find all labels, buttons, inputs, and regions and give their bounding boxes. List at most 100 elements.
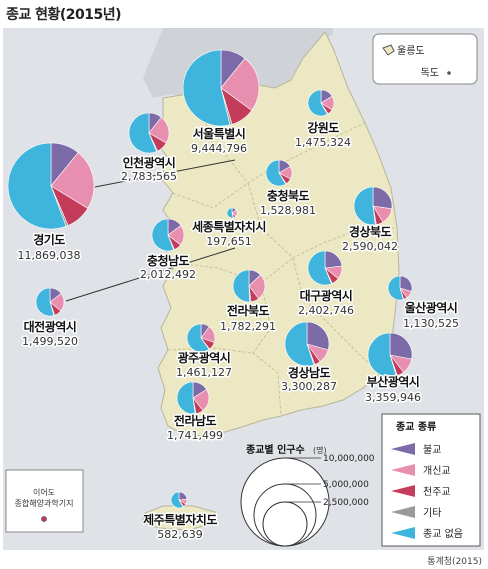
legend-label-buddhism: 불교 xyxy=(423,444,441,456)
chungnam-pie xyxy=(151,218,185,252)
daejeon-leader-line xyxy=(65,247,236,302)
incheon-slice-none xyxy=(128,112,157,154)
jeonnam-pie xyxy=(176,381,210,415)
size-label-10m: 10,000,000 xyxy=(323,454,375,464)
gyeongnam-name: 경상남도 xyxy=(288,365,331,380)
gyeonggi-leader-line xyxy=(94,159,236,188)
legend-swatch-buddhism xyxy=(391,443,415,455)
legend-swatch-catholic xyxy=(391,485,415,497)
korea-map: 울릉도 독도 이어도 종합해양과학기지 서울특별시 9,444,796 강원도 … xyxy=(5,28,481,547)
gangwon-slice-none xyxy=(307,89,328,117)
daegu-pie xyxy=(307,250,343,286)
size-legend-title: 종교별 인구수 xyxy=(246,443,305,456)
gyeongbuk-slice-buddhism xyxy=(372,186,393,210)
ieodo-label: 이어도 xyxy=(33,487,55,497)
legend-swatch-none xyxy=(391,527,415,539)
daejeon-name: 대전광역시 xyxy=(24,319,77,334)
daegu-name: 대구광역시 xyxy=(300,288,353,303)
leader-lines xyxy=(65,159,236,302)
jeju-value: 582,639 xyxy=(157,528,203,541)
jeonnam-value: 1,741,499 xyxy=(167,429,223,442)
seoul-slice-protestant xyxy=(220,57,260,111)
gyeongbuk-value: 2,590,042 xyxy=(342,240,398,253)
busan-slice-none xyxy=(367,332,397,378)
gyeonggi-slice-none xyxy=(7,142,67,230)
chungnam-value: 2,012,492 xyxy=(140,268,196,281)
jeonbuk-pie xyxy=(232,269,266,303)
jeonnam-name: 전라남도 xyxy=(174,413,217,428)
chungbuk-slice-none xyxy=(265,159,287,187)
ulleungdo-dokdo-inset: 울릉도 독도 xyxy=(372,33,478,85)
busan-name: 부산광역시 xyxy=(367,374,420,389)
seoul-name: 서울특별시 xyxy=(193,126,246,141)
sejong-value: 197,651 xyxy=(206,235,252,248)
gyeongbuk-name: 경상북도 xyxy=(349,224,392,239)
jeonnam-slice-none xyxy=(176,381,196,415)
seoul-pie xyxy=(182,49,260,127)
legend-swatch-other xyxy=(391,506,415,518)
busan-pie xyxy=(367,332,413,378)
size-circle-2500k xyxy=(262,501,308,547)
legend-swatch-protestant xyxy=(391,464,415,476)
busan-slice-buddhism xyxy=(389,332,413,360)
seoul-value: 9,444,796 xyxy=(191,142,247,155)
gyeonggi-name: 경기도 xyxy=(33,232,65,247)
gwangju-value: 1,461,127 xyxy=(176,366,232,379)
daejeon-value: 1,499,520 xyxy=(22,335,78,348)
ulsan-slice-none xyxy=(387,275,404,301)
jeonbuk-slice-protestant xyxy=(248,274,266,300)
gangwon-value: 1,475,324 xyxy=(295,136,351,149)
ulsan-value: 1,130,525 xyxy=(403,317,459,330)
incheon-name: 인천광역시 xyxy=(123,155,176,170)
jeju-island xyxy=(142,505,216,531)
dokdo-label: 독도 xyxy=(421,67,439,79)
pie-layer xyxy=(7,49,413,509)
gyeonggi-slice-protestant xyxy=(50,152,95,209)
gyeonggi-value: 11,869,038 xyxy=(18,249,81,262)
gwangju-pie xyxy=(186,323,216,353)
gangwon-pie xyxy=(307,89,335,117)
gyeongbuk-pie xyxy=(353,186,393,226)
chungbuk-pie xyxy=(265,159,293,187)
ulsan-name: 울산광역시 xyxy=(405,300,458,315)
legend-title: 종교 종류 xyxy=(396,421,436,433)
gyeonggi-pie xyxy=(7,142,95,230)
gyeongnam-slice-none xyxy=(284,321,315,367)
sejong-slice-none xyxy=(226,207,234,219)
map-title: 종교 현황(2015년) xyxy=(6,7,122,23)
daejeon-slice-none xyxy=(35,287,55,317)
size-label-5m: 5,000,000 xyxy=(323,480,369,490)
gwangju-slice-none xyxy=(186,323,210,353)
chungnam-name: 충청남도 xyxy=(147,253,190,268)
incheon-pie xyxy=(128,112,170,154)
daegu-slice-none xyxy=(307,250,332,286)
ulsan-pie xyxy=(387,275,413,301)
gyeongbuk-slice-none xyxy=(353,186,376,226)
jeju-slice-none xyxy=(170,491,184,509)
gyeongnam-value: 3,300,287 xyxy=(281,380,337,393)
jeonbuk-name: 전라북도 xyxy=(227,303,270,318)
legend-label-protestant: 개신교 xyxy=(423,465,451,477)
jeju-pie xyxy=(170,491,188,509)
legend-label-other: 기타 xyxy=(423,507,441,519)
dokdo-dot xyxy=(447,71,451,75)
gyeongnam-pie xyxy=(284,321,330,367)
legend-label-none: 종교 없음 xyxy=(423,527,463,540)
sejong-name: 세종특별자치시 xyxy=(192,219,266,234)
jeonbuk-value: 1,782,291 xyxy=(220,320,276,333)
chungbuk-name: 충청북도 xyxy=(267,188,310,203)
daejeon-pie xyxy=(35,287,65,317)
legend-label-catholic: 천주교 xyxy=(423,486,451,498)
daegu-value: 2,402,746 xyxy=(298,304,354,317)
ieodo-marker xyxy=(41,516,47,522)
jeju-slice-buddhism xyxy=(178,491,188,501)
jeju-name: 제주특별자치도 xyxy=(143,512,217,527)
source-credit: 통계청(2015) xyxy=(427,557,482,567)
jeonbuk-slice-none xyxy=(232,269,250,303)
busan-value: 3,359,946 xyxy=(365,391,421,404)
size-label-2500k: 2,500,000 xyxy=(323,498,369,508)
ieodo-station-label: 종합해양과학기지 xyxy=(15,498,74,508)
size-legend-unit: (명) xyxy=(313,445,327,455)
